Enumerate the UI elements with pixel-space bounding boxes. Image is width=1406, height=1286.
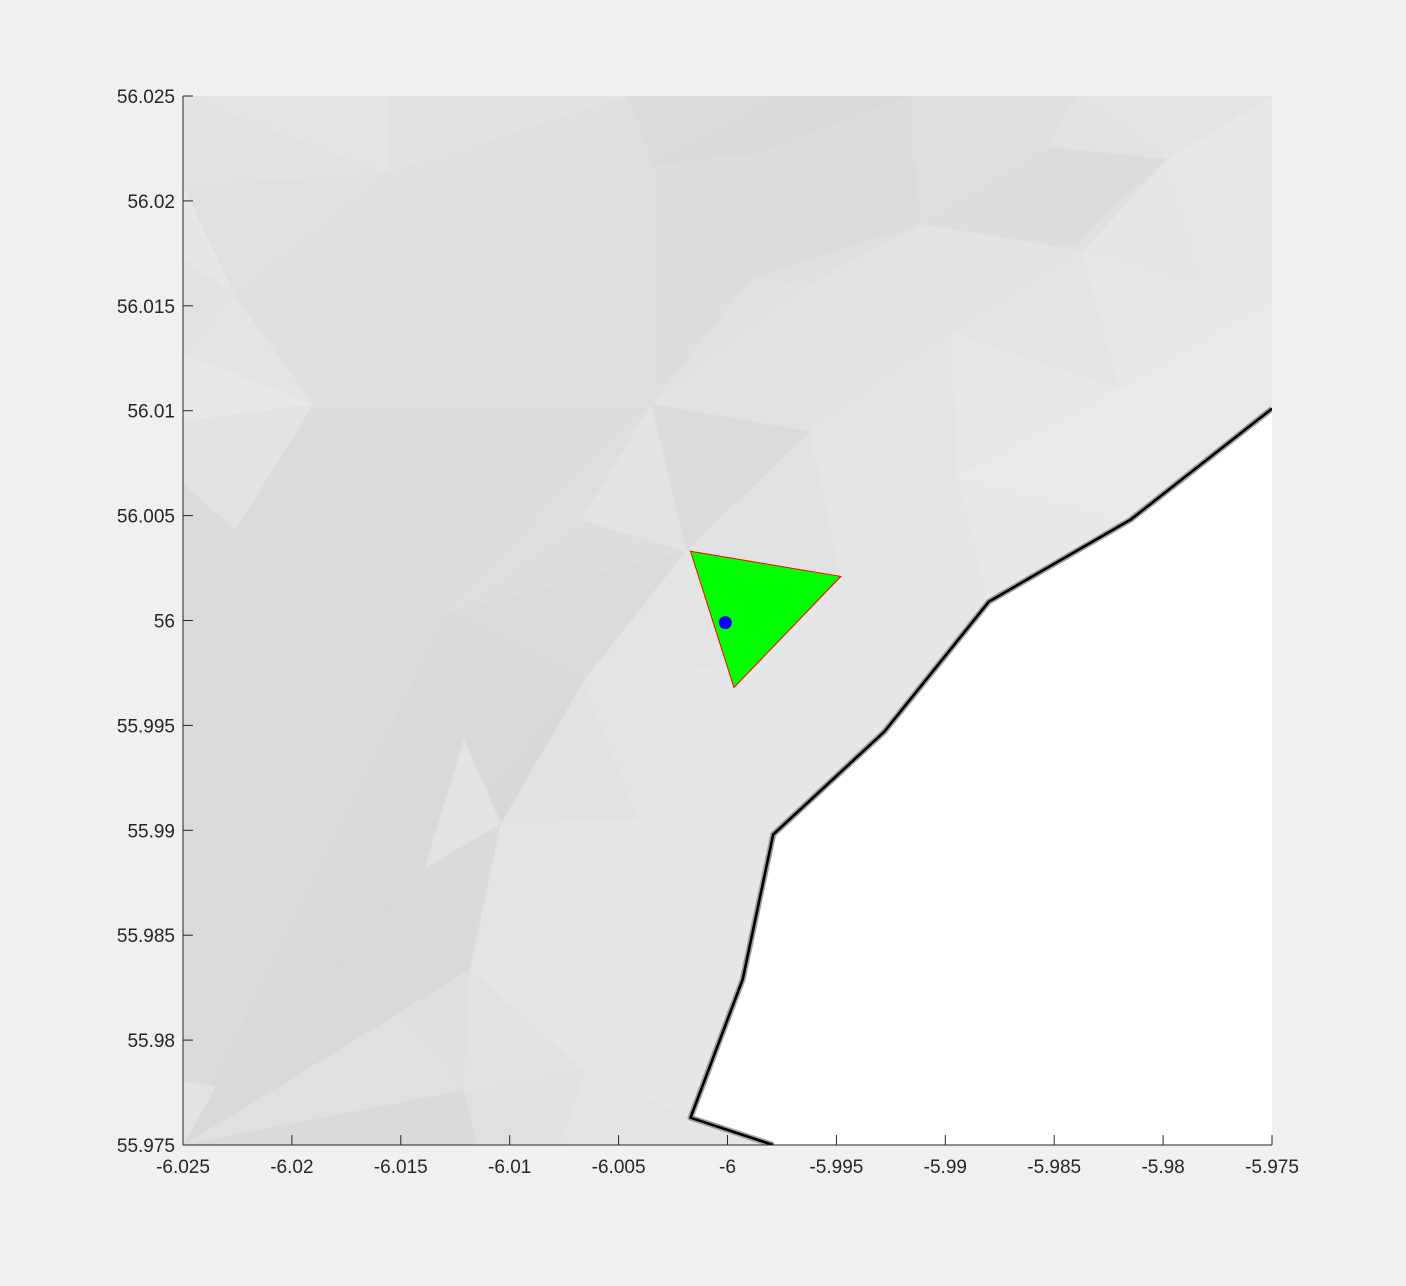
x-tick-label: -6.01 (488, 1157, 531, 1178)
y-tick-label: 55.985 (117, 926, 175, 947)
y-tick-label: 56 (154, 612, 175, 633)
x-tick-label: -6.015 (374, 1157, 428, 1178)
x-tick-label: -6 (719, 1157, 736, 1178)
mesh-triangle (1167, 158, 1272, 300)
x-tick-label: -5.995 (809, 1157, 863, 1178)
plot-area (183, 96, 1272, 1145)
x-tick-label: -6.02 (270, 1157, 313, 1178)
y-tick-label: 56.025 (117, 87, 175, 108)
y-tick-label: 56.02 (127, 192, 175, 213)
coastline (689, 407, 1272, 1145)
query-point (718, 616, 732, 630)
marks-layer (689, 550, 842, 689)
mesh-triangle (183, 867, 471, 1145)
land-layer (687, 406, 1272, 1145)
y-tick-label: 56.01 (127, 402, 175, 423)
x-tick-label: -6.025 (156, 1157, 210, 1178)
y-tick-label: 55.975 (117, 1136, 175, 1157)
x-ticks: -6.025 -6.02 -6.015 -6.01 -6.005 -6 -5.995 -5.9… (156, 1135, 1299, 1178)
highlighted-triangle (689, 550, 842, 689)
mesh-triangle (1068, 158, 1168, 252)
mesh-triangle (1075, 96, 1272, 160)
x-tick-label: -5.975 (1245, 1157, 1299, 1178)
x-tick-label: -5.99 (924, 1157, 967, 1178)
mesh-triangle (581, 403, 687, 552)
mesh-triangle (663, 550, 726, 674)
y-tick-label: 56.015 (117, 297, 175, 318)
y-tick-label: 55.99 (127, 821, 175, 842)
y-ticks: 55.975 55.98 55.985 55.99 55.995 56 56.005 56.0… (117, 87, 193, 1157)
x-tick-label: -5.98 (1141, 1157, 1184, 1178)
y-tick-label: 55.98 (127, 1031, 175, 1052)
mesh-triangle (918, 223, 1084, 334)
x-tick-label: -6.005 (592, 1157, 646, 1178)
y-tick-label: 56.005 (117, 507, 175, 528)
x-tick-label: -5.985 (1027, 1157, 1081, 1178)
land-area (690, 408, 1272, 1145)
mesh-triangle (183, 1081, 217, 1145)
mesh-layer (183, 96, 1272, 1145)
y-tick-label: 55.995 (117, 716, 175, 737)
